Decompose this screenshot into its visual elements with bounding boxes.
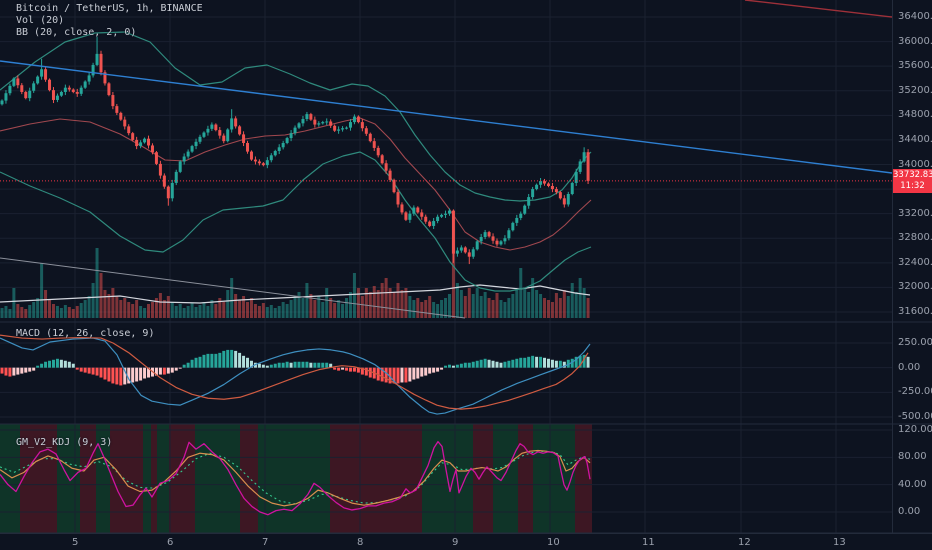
kdj-axis-label: 120.00 — [898, 424, 932, 435]
kdj-regime-band — [80, 424, 96, 533]
price-axis-label: 34400.00 — [898, 133, 932, 145]
price-axis-label: 36400.00 — [898, 11, 932, 22]
legend-volume-study[interactable]: Vol (20) — [16, 15, 65, 26]
last-price-label: 33732.83 11:32 — [893, 168, 932, 193]
kdj-regime-band — [169, 424, 195, 533]
price-axis-label: 35200.00 — [898, 84, 932, 96]
price-axis-label: 31600.00 — [898, 306, 932, 317]
kdj-regime-band — [20, 424, 57, 533]
time-axis-label: 6 — [167, 537, 174, 548]
countdown-timer: 11:32 — [900, 180, 925, 191]
price-axis-label: 34000.00 — [898, 158, 932, 170]
price-axis-label: 32400.00 — [898, 256, 932, 268]
kdj-regime-band — [518, 424, 533, 533]
time-axis-label: 9 — [452, 537, 459, 548]
legend-kdj-study[interactable]: GM_V2_KDJ (9, 3) — [16, 437, 113, 448]
price-axis-label: 35600.00 — [898, 60, 932, 72]
legend-symbol[interactable]: Bitcoin / TetherUS, 1h, BINANCE — [16, 3, 203, 14]
kdj-regime-band — [151, 424, 157, 533]
macd-axis-label: -500.00 — [898, 411, 932, 422]
macd-axis-label: -250.00 — [898, 386, 932, 398]
kdj-axis-label: 40.00 — [898, 478, 927, 490]
price-axis[interactable]: 36400.00 36000.00 35600.00 35200.00 34800.00… — [892, 0, 932, 533]
kdj-regime-band — [0, 424, 20, 533]
kdj-regime-band — [157, 424, 169, 533]
time-axis-label: 11 — [642, 537, 655, 548]
time-axis-label: 12 — [738, 537, 751, 548]
kdj-regime-band — [473, 424, 493, 533]
legend-bollinger-study[interactable]: BB (20, close, 2, 0) — [16, 27, 137, 38]
price-axis-label: 32800.00 — [898, 232, 932, 244]
kdj-regime-band — [143, 424, 151, 533]
time-axis-label: 7 — [262, 537, 269, 548]
kdj-axis-label: 80.00 — [898, 451, 927, 463]
price-axis-label: 33200.00 — [898, 207, 932, 219]
kdj-regime-band — [96, 424, 110, 533]
kdj-regime-band — [330, 424, 422, 533]
kdj-regime-band — [110, 424, 143, 533]
kdj-regime-band — [533, 424, 575, 533]
price-axis-label: 32000.00 — [898, 281, 932, 293]
macd-axis-label: 0.00 — [898, 361, 921, 373]
time-axis-label: 8 — [357, 537, 364, 548]
time-axis-label: 5 — [72, 537, 79, 548]
time-axis-label: 13 — [833, 537, 846, 548]
legend-macd-study[interactable]: MACD (12, 26, close, 9) — [16, 328, 155, 339]
kdj-regime-band — [575, 424, 592, 533]
macd-axis-label: 250.00 — [898, 337, 932, 348]
price-axis-label: 36000.00 — [898, 35, 932, 47]
main-pane-legend: Bitcoin / TetherUS, 1h, BINANCE Vol (20)… — [16, 3, 203, 39]
time-axis[interactable]: 5 6 7 8 9 10 11 12 13 — [0, 533, 932, 550]
kdj-axis-label: 0.00 — [898, 506, 921, 517]
kdj-regime-band — [493, 424, 518, 533]
time-axis-label: 10 — [547, 537, 560, 548]
kdj-regime-band — [258, 424, 330, 533]
kdj-regime-band — [240, 424, 258, 533]
price-axis-label: 34800.00 — [898, 109, 932, 121]
last-price-value: 33732.83 — [893, 169, 932, 180]
